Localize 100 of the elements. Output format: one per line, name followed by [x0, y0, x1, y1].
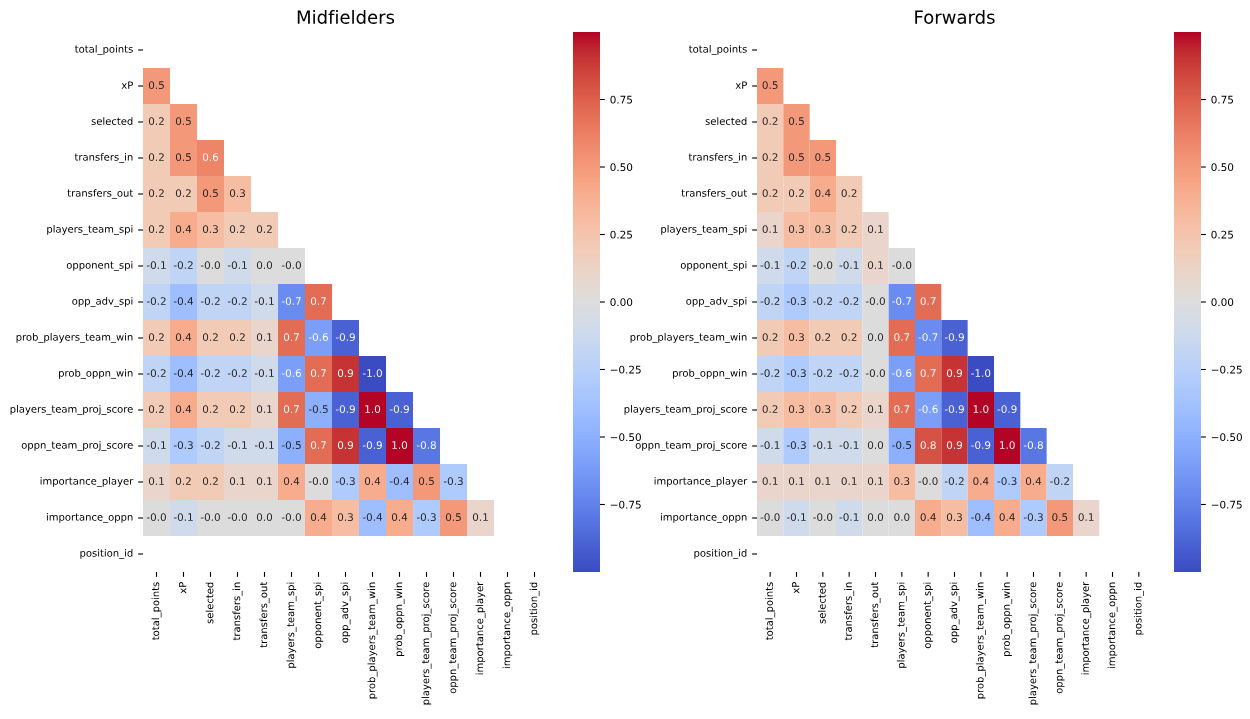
data-label: 0.2: [148, 117, 164, 126]
x-tick-label: opp_adv_spi: [340, 582, 351, 643]
data-label: -0.0: [200, 261, 220, 270]
color-bar-label: 0.50: [610, 163, 633, 172]
data-label: 0.0: [256, 513, 273, 522]
x-tick-label: transfers_in: [232, 582, 243, 641]
data-label: 0.2: [841, 189, 857, 198]
data-label: 0.2: [202, 477, 218, 486]
data-label: -0.2: [760, 369, 780, 378]
color-bar-label: −0.50: [610, 433, 641, 442]
data-label: 0.4: [175, 405, 192, 414]
x-tick-label: prob_oppn_win: [1002, 582, 1013, 656]
y-tick-label: transfers_out: [681, 189, 748, 199]
data-label: 0.3: [337, 513, 353, 522]
data-label: -0.7: [918, 333, 938, 342]
data-label: 0.7: [894, 405, 910, 414]
data-label: -0.3: [786, 297, 806, 306]
data-label: 0.2: [175, 477, 191, 486]
data-label: -0.9: [944, 405, 964, 414]
data-label: 0.0: [256, 261, 273, 270]
data-label: -0.2: [200, 297, 220, 306]
data-label: 0.2: [762, 333, 778, 342]
data-label: -0.3: [786, 441, 806, 450]
y-tick-label: importance_player: [654, 477, 748, 487]
data-label: 0.8: [920, 441, 936, 450]
data-label: -0.4: [971, 513, 991, 522]
data-label: -0.1: [786, 513, 806, 522]
data-label: 0.1: [867, 261, 883, 270]
data-label: 0.4: [920, 513, 936, 522]
data-label: 0.7: [310, 441, 326, 450]
data-label: -0.0: [146, 513, 166, 522]
color-bar-label: −0.50: [1211, 433, 1242, 442]
data-label: 0.7: [283, 333, 299, 342]
x-tick-label: position_id: [1133, 582, 1144, 635]
y-tick-label: players_team_spi: [661, 225, 747, 235]
data-label: 0.2: [148, 405, 164, 414]
y-tick-label: importance_oppn: [46, 513, 133, 523]
color-bar-label: −0.25: [610, 365, 641, 374]
data-label: -1.0: [971, 369, 991, 378]
x-tick-label: oppn_team_proj_score: [448, 582, 459, 694]
data-label: 0.1: [815, 477, 831, 486]
data-label: 1.0: [1000, 441, 1015, 450]
data-label: -0.1: [227, 261, 247, 270]
data-label: 0.4: [999, 513, 1015, 522]
x-tick-label: transfers_in: [844, 582, 855, 641]
data-label: -0.9: [362, 441, 382, 450]
data-label: 0.5: [1052, 513, 1068, 522]
data-label: -0.0: [813, 513, 833, 522]
data-label: -0.3: [997, 477, 1017, 486]
y-tick-label: prob_oppn_win: [59, 369, 133, 379]
data-label: 0.1: [762, 225, 778, 234]
y-tick-label: players_team_proj_score: [10, 405, 133, 415]
data-label: -0.1: [227, 441, 247, 450]
data-label: -0.1: [839, 441, 859, 450]
data-label: 0.3: [229, 189, 245, 198]
data-label: -0.1: [146, 261, 166, 270]
color-bar-label: −0.25: [1211, 365, 1242, 374]
data-label: -0.5: [308, 405, 328, 414]
x-tick-label: prob_players_team_win: [367, 582, 378, 699]
data-label: 0.5: [815, 153, 831, 162]
x-tick-label: selected: [205, 582, 214, 624]
data-label: -0.1: [760, 261, 780, 270]
data-label: -0.0: [200, 513, 220, 522]
data-label: 0.5: [175, 117, 191, 126]
data-label: -0.4: [173, 297, 194, 306]
data-label: -0.2: [944, 477, 964, 486]
x-tick-label: opponent_spi: [923, 582, 934, 649]
data-label: 0.0: [894, 513, 910, 522]
x-tick-label: importance_oppn: [502, 582, 513, 669]
data-label: -0.2: [146, 297, 166, 306]
data-label: -0.9: [944, 333, 964, 342]
data-label: 0.2: [841, 333, 857, 342]
x-tick-label: transfers_out: [870, 581, 881, 648]
x-tick-label: players_team_proj_score: [421, 582, 432, 705]
data-label: -0.2: [200, 369, 220, 378]
data-label: -1.0: [362, 369, 382, 378]
x-tick-label: position_id: [529, 582, 540, 635]
x-tick-label: opp_adv_spi: [949, 582, 960, 643]
data-label: 0.1: [148, 477, 164, 486]
data-label: 0.4: [310, 513, 327, 522]
data-label: 0.3: [788, 333, 804, 342]
data-label: 0.1: [256, 477, 272, 486]
data-label: 0.2: [788, 189, 804, 198]
x-tick-label: xP: [178, 582, 187, 594]
color-bar-label: 0.00: [1211, 298, 1234, 307]
data-label: -0.6: [308, 333, 329, 342]
data-label: -0.2: [200, 441, 220, 450]
chart-title: Midfielders: [297, 9, 395, 24]
color-bar-label: 0.25: [1211, 230, 1234, 239]
data-label: -0.8: [1023, 441, 1043, 450]
data-label: 1.0: [973, 405, 989, 414]
data-label: 0.5: [148, 81, 164, 90]
x-tick-label: xP: [791, 582, 800, 594]
x-tick-label: players_team_proj_score: [1028, 582, 1039, 705]
data-label: 0.4: [391, 513, 408, 522]
data-label: 0.7: [310, 297, 326, 306]
data-label: -0.1: [254, 297, 274, 306]
y-tick-label: xP: [735, 81, 747, 89]
data-label: 0.4: [1025, 477, 1042, 486]
data-label: 0.5: [445, 513, 461, 522]
